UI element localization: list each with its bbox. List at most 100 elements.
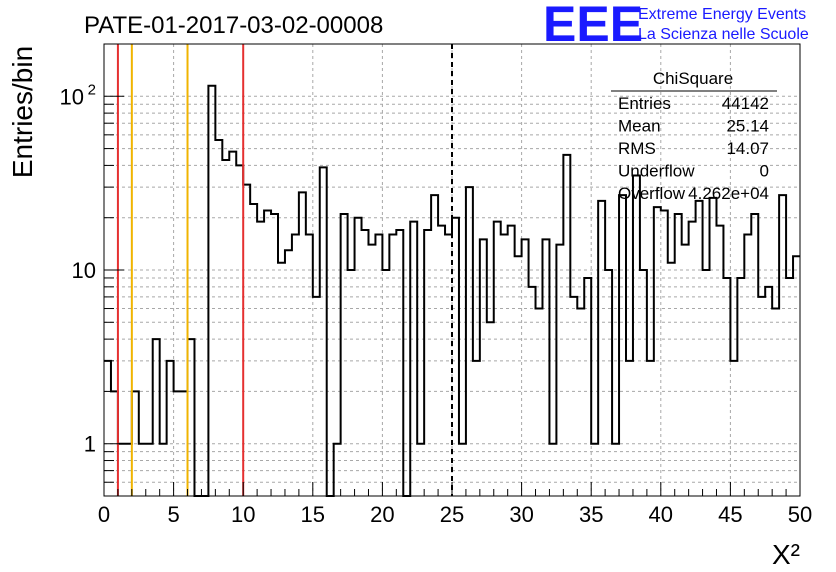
y-tick-label: 10 — [72, 258, 96, 283]
histogram-bin — [626, 361, 633, 496]
histogram-bin — [278, 263, 285, 496]
histogram-bin — [696, 201, 703, 496]
histogram-bin — [167, 361, 174, 496]
histogram-bin — [313, 297, 320, 496]
histogram-bin — [640, 270, 647, 496]
histogram-bin — [584, 278, 591, 496]
histogram-bin — [710, 198, 717, 496]
histogram-bin — [689, 222, 696, 496]
histogram-bin — [334, 444, 341, 496]
stats-row-label: Mean — [618, 117, 661, 136]
histogram-bin — [257, 222, 264, 496]
x-tick-label: 30 — [509, 502, 533, 527]
histogram-bin — [668, 263, 675, 496]
histogram-bin — [598, 201, 605, 496]
x-tick-label: 10 — [231, 502, 255, 527]
stats-rows: Entries 44142 Mean 25.14 RMS 14.07 Underflow 0 O… — [618, 94, 769, 203]
histogram-bin — [250, 204, 257, 496]
histogram-bin — [654, 207, 661, 496]
x-tick-label: 45 — [718, 502, 742, 527]
histogram-bin — [438, 226, 445, 496]
y-tick-exponent: 2 — [88, 81, 96, 98]
stats-row-value: 14.07 — [726, 139, 769, 158]
histogram-bin — [647, 361, 654, 496]
histogram-bin — [480, 239, 487, 496]
histogram-bin — [570, 297, 577, 496]
y-tick-label: 10 — [60, 84, 84, 109]
x-tick-label: 50 — [788, 502, 812, 527]
histogram-bin — [368, 245, 375, 496]
histogram-bin — [786, 278, 793, 496]
histogram-bin — [577, 309, 584, 496]
histogram-bin — [605, 270, 612, 496]
histogram-bin — [264, 211, 271, 496]
histogram-bin — [160, 444, 167, 496]
histogram-bin — [508, 226, 515, 496]
histogram-bin — [125, 444, 132, 496]
histogram-bin — [515, 256, 522, 496]
histogram-bin — [118, 444, 125, 496]
histogram-bin — [737, 278, 744, 496]
stats-row-label: Entries — [618, 94, 671, 113]
stats-row-value: 0 — [760, 162, 769, 181]
histogram-bin — [396, 230, 403, 496]
histogram-bin — [730, 361, 737, 496]
histogram-bin — [779, 195, 786, 496]
histogram-bin — [375, 235, 382, 496]
histogram-bin — [208, 86, 215, 496]
histogram-bin — [452, 218, 459, 496]
histogram-bin — [424, 230, 431, 496]
x-axis-title: X² — [772, 539, 800, 570]
histogram-bin — [355, 218, 362, 496]
histogram-bin — [563, 155, 570, 496]
stats-title: ChiSquare — [653, 69, 733, 88]
histogram-bin — [181, 391, 188, 496]
histogram-bin — [174, 391, 181, 496]
histogram-bin — [285, 250, 292, 496]
histogram-bin — [306, 235, 313, 496]
histogram-bin — [271, 214, 278, 496]
histogram-bin — [104, 361, 111, 496]
histogram-bin — [549, 444, 556, 496]
stats-row-label: Underflow — [618, 162, 695, 181]
histogram-bin — [229, 152, 236, 496]
histogram-bin — [744, 235, 751, 496]
histogram-bin — [682, 245, 689, 496]
histogram-bin — [389, 235, 396, 496]
histogram-bin — [772, 309, 779, 496]
logo-line-1: Extreme Energy Events — [638, 6, 806, 23]
histogram-bin — [473, 361, 480, 496]
histogram-bin — [529, 287, 536, 496]
stats-row-label: RMS — [618, 139, 656, 158]
histogram-bin — [320, 167, 327, 496]
histogram-bin — [556, 245, 563, 496]
histogram-bin — [445, 235, 452, 496]
x-tick-label: 5 — [167, 502, 179, 527]
y-tick-label: 1 — [84, 432, 96, 457]
histogram-bin — [793, 256, 800, 496]
histogram-bin — [633, 175, 640, 496]
logo-mark: EEE — [543, 0, 643, 52]
stats-row-value: 4.262e+04 — [688, 184, 769, 203]
histogram-bin — [716, 226, 723, 496]
chart-title: PATE-01-2017-03-02-00008 — [84, 12, 383, 39]
histogram-bin — [591, 444, 598, 496]
x-tick-label: 20 — [370, 502, 394, 527]
histogram-bin — [459, 444, 466, 496]
histogram-bin — [299, 192, 306, 496]
stats-row-value: 44142 — [722, 94, 769, 113]
histogram-bin — [132, 391, 139, 496]
histogram-bin — [243, 185, 250, 496]
histogram-bin — [487, 322, 494, 496]
histogram-bin — [236, 165, 243, 496]
x-tick-label: 35 — [579, 502, 603, 527]
histogram-bin — [661, 211, 668, 496]
stats-row-label: Overflow — [618, 184, 686, 203]
histogram-bin — [466, 187, 473, 496]
histogram-bin — [723, 278, 730, 496]
histogram-bin — [758, 297, 765, 496]
stats-row-value: 25.14 — [726, 117, 769, 136]
histogram-bin — [612, 444, 619, 496]
histogram-bin — [341, 214, 348, 496]
